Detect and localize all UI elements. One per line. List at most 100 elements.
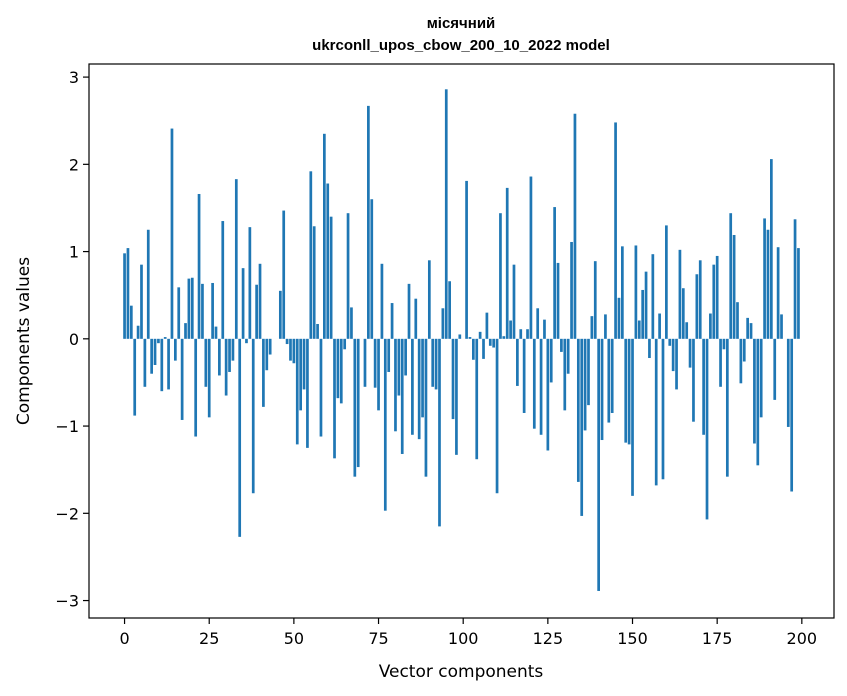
bar-component-128 [556,262,560,339]
bar-component-130 [563,338,567,411]
bar-component-141 [600,338,604,441]
bar-component-37 [248,227,252,339]
bar-component-160 [665,225,668,339]
bar-component-83 [404,338,407,376]
bar-component-67 [350,307,353,339]
bar-component-135 [580,338,584,516]
bar-component-191 [770,159,773,339]
bar-component-38 [251,338,255,494]
bar-component-145 [614,122,617,339]
bar-component-30 [224,338,228,396]
bar-component-107 [485,312,489,339]
plot-area-frame [88,63,835,619]
bar-component-73 [370,199,374,339]
bars-group [123,89,800,591]
bar-component-173 [709,313,712,339]
bar-component-124 [543,319,546,339]
bar-component-153 [641,289,645,339]
bar-component-178 [725,338,729,477]
bar-component-64 [339,338,343,404]
bar-component-112 [502,336,506,339]
bar-component-113 [505,187,509,339]
bar-component-34 [238,338,242,537]
bar-component-66 [346,213,350,339]
bar-component-53 [302,338,306,390]
bar-component-117 [519,329,523,339]
bar-component-41 [262,338,265,407]
bar-component-56 [312,226,316,339]
bar-component-133 [573,113,577,339]
bar-component-137 [587,338,590,406]
bar-component-194 [780,314,783,339]
bar-component-198 [793,219,797,339]
bar-component-59 [323,133,326,339]
bar-component-75 [377,338,380,411]
bar-component-23 [201,283,204,339]
bar-component-123 [539,338,543,435]
bar-component-196 [786,338,790,427]
bar-component-109 [492,338,496,348]
bar-component-4 [136,325,140,339]
bar-component-62 [333,338,336,459]
bar-component-185 [749,323,753,339]
bar-component-35 [241,268,245,339]
bar-component-111 [499,213,502,339]
x-tick-label-150: 150 [617,629,648,648]
bar-component-190 [766,229,770,339]
bar-component-42 [265,338,269,371]
bar-component-94 [441,308,445,339]
bar-component-157 [654,338,658,486]
x-tick-label-75: 75 [368,629,388,648]
bar-component-40 [258,263,262,339]
bar-component-10 [157,338,160,344]
bar-component-95 [444,89,448,339]
bar-component-74 [373,338,377,388]
bar-component-121 [532,338,536,429]
bar-component-33 [234,179,238,339]
bar-component-86 [414,298,418,339]
bar-component-147 [621,246,624,339]
bar-component-184 [746,317,749,339]
bar-component-148 [624,338,628,443]
bar-component-165 [681,288,685,339]
bar-component-27 [214,326,218,339]
x-tick-label-100: 100 [448,629,479,648]
bar-component-166 [685,322,689,339]
bar-component-110 [495,338,499,494]
x-tick-label-200: 200 [787,629,818,648]
bar-component-169 [695,274,699,339]
y-tick-label--2: −2 [55,504,79,523]
bar-component-144 [610,338,614,413]
bar-component-15 [174,338,177,361]
bar-component-72 [367,105,370,339]
bar-component-76 [380,263,384,339]
bar-component-140 [597,338,600,591]
bar-component-17 [180,338,184,420]
bar-component-14 [170,128,174,339]
bar-component-164 [678,249,682,339]
bar-component-120 [529,176,533,339]
bar-component-43 [268,338,272,355]
bar-component-49 [289,338,292,361]
bar-component-58 [319,338,323,437]
bar-component-193 [776,247,780,339]
bar-component-129 [560,338,563,352]
bar-component-126 [549,338,553,383]
bar-component-155 [648,338,651,359]
bar-component-93 [438,338,441,527]
bar-component-197 [790,338,794,492]
bar-component-163 [675,338,678,390]
bar-component-77 [383,338,387,511]
bar-component-1 [126,248,130,339]
bar-component-21 [194,338,198,437]
bar-component-81 [397,338,401,396]
bar-component-188 [759,338,763,418]
bar-component-71 [363,338,367,387]
bar-component-138 [590,316,594,339]
bar-component-96 [448,281,451,339]
x-tick-label-0: 0 [119,629,129,648]
bar-component-139 [593,261,597,339]
y-tick-label-0: 0 [69,330,79,349]
bar-component-108 [488,338,492,346]
bar-component-82 [400,338,404,454]
